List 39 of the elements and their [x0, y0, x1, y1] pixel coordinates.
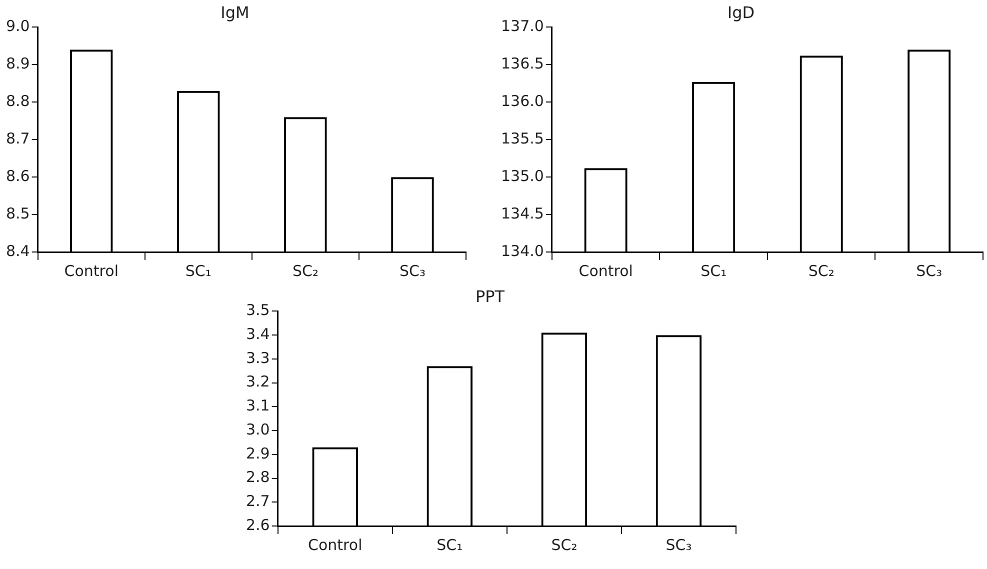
- y-tick-label: 3.3: [246, 348, 270, 367]
- y-tick-label: 136.5: [500, 54, 544, 73]
- y-tick-label: 3.1: [246, 396, 270, 415]
- x-tick-label: SC₂: [292, 262, 318, 280]
- y-tick-label: 2.6: [246, 516, 270, 534]
- x-tick-label: SC₁: [185, 262, 212, 280]
- x-tick-label: SC₁: [700, 262, 727, 280]
- y-tick-label: 8.9: [6, 54, 30, 73]
- y-tick-label: 8.5: [6, 204, 30, 222]
- y-tick-label: 3.0: [246, 420, 270, 438]
- y-tick-label: 135.0: [500, 166, 544, 185]
- x-tick-label: Control: [308, 536, 362, 554]
- y-tick-label: 136.0: [500, 92, 544, 110]
- x-tick-label: SC₃: [399, 262, 426, 280]
- y-tick-label: 2.9: [246, 444, 270, 462]
- y-tick-label: 2.8: [246, 468, 270, 486]
- y-tick-label: 2.7: [246, 492, 270, 510]
- y-tick-label: 3.4: [246, 324, 270, 343]
- y-tick-label: 8.8: [6, 92, 30, 110]
- y-tick-label: 3.2: [246, 372, 270, 391]
- y-tick-label: 3.5: [246, 301, 270, 320]
- chart-title: IgD: [727, 2, 755, 22]
- y-tick-label: 137.0: [500, 17, 544, 36]
- chart-title: PPT: [475, 286, 505, 306]
- y-tick-label: 134.5: [500, 204, 544, 222]
- y-tick-label: 9.0: [6, 17, 30, 36]
- x-tick-label: SC₃: [666, 536, 692, 554]
- y-tick-label: 134.0: [500, 242, 544, 260]
- chart-title: IgM: [220, 2, 250, 22]
- y-tick-label: 8.4: [6, 242, 30, 260]
- x-tick-label: SC₂: [808, 262, 834, 280]
- x-tick-label: SC₃: [916, 262, 942, 280]
- y-tick-label: 8.6: [6, 166, 30, 185]
- x-tick-label: Control: [64, 262, 118, 280]
- y-tick-label: 135.5: [500, 129, 544, 148]
- x-tick-label: SC₁: [436, 536, 463, 554]
- y-tick-label: 8.7: [6, 129, 30, 148]
- x-tick-label: SC₂: [551, 536, 578, 554]
- x-tick-label: Control: [578, 262, 633, 280]
